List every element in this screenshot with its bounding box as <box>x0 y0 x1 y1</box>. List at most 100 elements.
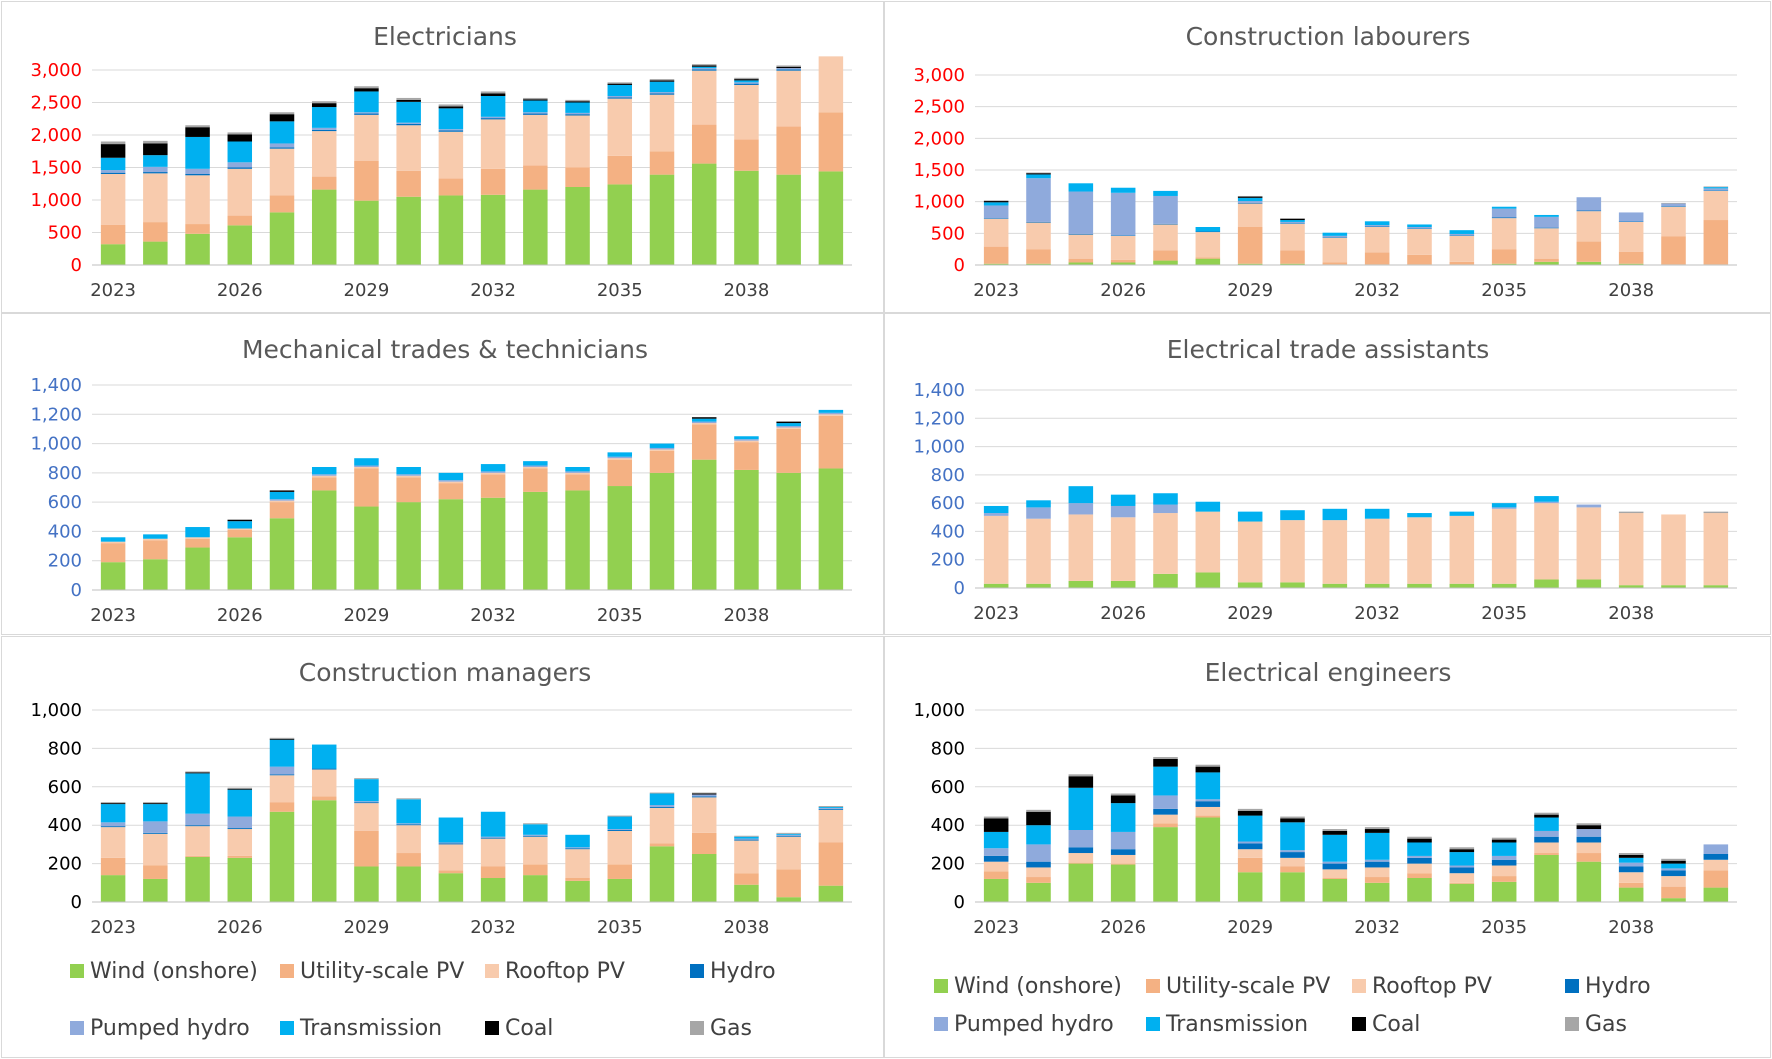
bar-segment-pumped-hydro-2030 <box>396 474 421 476</box>
bar-segment-transmission-2036 <box>1534 496 1559 502</box>
bar-segment-hydro-2037 <box>691 796 717 798</box>
bar-segment-wind-onshore--2036 <box>649 472 675 590</box>
bar-segment-utility-scale-pv-2032 <box>480 168 506 195</box>
bar-segment-rooftop-pv-2033 <box>1407 517 1432 584</box>
legend-item-transmission: Transmission <box>1146 1012 1308 1037</box>
bar-segment-hydro-2036 <box>1534 836 1559 843</box>
bar-segment-transmission-2032 <box>480 96 506 117</box>
bar-segment-transmission-2027 <box>269 739 295 767</box>
legends: Wind (onshore) Utility-scale PV Rooftop PV… <box>70 959 1651 1041</box>
bar-segment-transmission-2026 <box>1110 494 1136 506</box>
bar-segment-transmission-2029 <box>1237 815 1263 842</box>
legend-item-utility_pv: Utility-scale PV <box>1146 974 1330 999</box>
bar-segment-hydro-2037 <box>1576 836 1602 843</box>
bar-segment-pumped-hydro-2024 <box>1026 507 1051 519</box>
bar-segment-hydro-2025 <box>1068 233 1094 235</box>
bar-segment-rooftop-pv-2025 <box>1068 514 1094 581</box>
x-tick-label: 2035 <box>1481 917 1527 938</box>
bar-segment-pumped-hydro-2029 <box>354 112 379 114</box>
bar-segment-rooftop-pv-2027 <box>1153 513 1178 574</box>
bar-segment-transmission-2034 <box>1449 230 1475 234</box>
bar-segment-wind-onshore--2034 <box>1449 883 1475 902</box>
bar-segment-pumped-hydro-2027 <box>1153 795 1178 809</box>
y-tick-label: 800 <box>931 738 965 759</box>
bar-segment-wind-onshore--2029 <box>354 866 379 902</box>
bar-segment-pumped-hydro-2026 <box>1110 192 1136 236</box>
bar-segment-pumped-hydro-2031 <box>1322 861 1348 864</box>
x-tick-label: 2032 <box>470 605 516 626</box>
bar-segment-transmission-2033 <box>523 100 548 113</box>
bar-segment-wind-onshore--2040 <box>818 885 844 902</box>
bar-segment-gas-2027 <box>1153 757 1178 759</box>
bar-segment-wind-onshore--2032 <box>480 497 506 590</box>
bar-segment-hydro-2036 <box>1534 227 1559 229</box>
bar-segment-transmission-2024 <box>1026 825 1051 845</box>
bar-segment-rooftop-pv-2036 <box>1534 228 1559 259</box>
bar-segment-hydro-2040 <box>1703 190 1729 191</box>
bar-segment-pumped-hydro-2034 <box>1449 233 1475 236</box>
bar-segment-utility-scale-pv-2031 <box>1322 878 1348 879</box>
bar-segment-gas-2040 <box>818 806 844 807</box>
bar-segment-coal-2027 <box>269 114 295 122</box>
bar-segment-rooftop-pv-2038 <box>1618 513 1644 586</box>
bar-segment-wind-onshore--2024 <box>1026 882 1051 902</box>
bar-segment-utility-scale-pv-2034 <box>1449 882 1475 884</box>
bar-segment-pumped-hydro-2033 <box>523 112 548 114</box>
legend-label: Pumped hydro <box>90 1016 250 1041</box>
bar-segment-wind-onshore--2038 <box>1618 887 1644 902</box>
bar-segment-transmission-2040 <box>1703 187 1729 189</box>
bar-segment-transmission-2035 <box>607 816 633 830</box>
bar-segment-hydro-2030 <box>396 824 421 826</box>
bar-segment-wind-onshore--2039 <box>776 472 801 590</box>
bar-segment-gas-2034 <box>1449 847 1475 850</box>
y-tick-label: 0 <box>71 255 82 276</box>
bar-segment-hydro-2038 <box>1618 866 1644 873</box>
legend-label: Hydro <box>1585 974 1651 999</box>
bar-segment-hydro-2024 <box>143 172 168 174</box>
bar-segment-pumped-hydro-2025 <box>185 168 210 174</box>
bar-segment-pumped-hydro-2034 <box>565 112 590 115</box>
bar-segment-utility-scale-pv-2034 <box>565 878 590 881</box>
bar-segment-pumped-hydro-2023 <box>983 848 1009 856</box>
bar-segment-utility-scale-pv-2026 <box>227 855 253 858</box>
bar-segment-hydro-2031 <box>438 130 464 132</box>
legend-label: Coal <box>1372 1012 1420 1037</box>
bar-segment-transmission-2034 <box>565 467 590 472</box>
bar-segment-gas-2026 <box>1110 793 1136 796</box>
bar-segment-hydro-2025 <box>185 825 210 827</box>
bar-segment-rooftop-pv-2023 <box>100 827 126 858</box>
bar-segment-utility-scale-pv-2039 <box>1661 886 1686 899</box>
bar-segment-transmission-2030 <box>1280 822 1305 851</box>
bar-segment-utility-scale-pv-2038 <box>1618 251 1644 264</box>
x-tick-label: 2038 <box>724 605 770 626</box>
x-tick-label: 2035 <box>1481 603 1527 624</box>
bar-segment-pumped-hydro-2036 <box>1534 501 1559 504</box>
bar-segment-coal-2039 <box>776 421 801 424</box>
bar-segment-pumped-hydro-2027 <box>269 499 295 501</box>
bar-segment-gas-2032 <box>480 91 506 94</box>
legend-label: Utility-scale PV <box>1166 974 1330 999</box>
bar-segment-utility-scale-pv-2037 <box>691 832 717 854</box>
bar-segment-rooftop-pv-2040 <box>818 809 844 843</box>
legend-swatch <box>485 964 499 978</box>
bar-segment-transmission-2038 <box>734 80 759 83</box>
bar-segment-transmission-2029 <box>354 91 379 113</box>
bar-segment-transmission-2028 <box>311 744 337 769</box>
bar-segment-transmission-2027 <box>1153 190 1178 196</box>
legend-item-coal: Coal <box>1352 1012 1420 1037</box>
bar-segment-rooftop-pv-2033 <box>1407 228 1432 255</box>
y-tick-label: 800 <box>931 465 965 486</box>
bar-segment-wind-onshore--2030 <box>1280 872 1305 902</box>
bar-segment-hydro-2023 <box>100 172 126 174</box>
x-tick-label: 2023 <box>973 603 1019 624</box>
legend-swatch <box>280 964 294 978</box>
bar-segment-wind-onshore--2035 <box>607 486 633 590</box>
bar-segment-utility-scale-pv-2029 <box>354 830 379 867</box>
bar-segment-transmission-2028 <box>311 107 337 128</box>
bar-segment-gas-2036 <box>649 792 675 794</box>
bar-segment-pumped-hydro-2032 <box>480 116 506 119</box>
legend-item-hydro: Hydro <box>690 959 776 984</box>
bar-segment-transmission-2025 <box>185 136 210 169</box>
legend-label: Coal <box>505 1016 553 1041</box>
